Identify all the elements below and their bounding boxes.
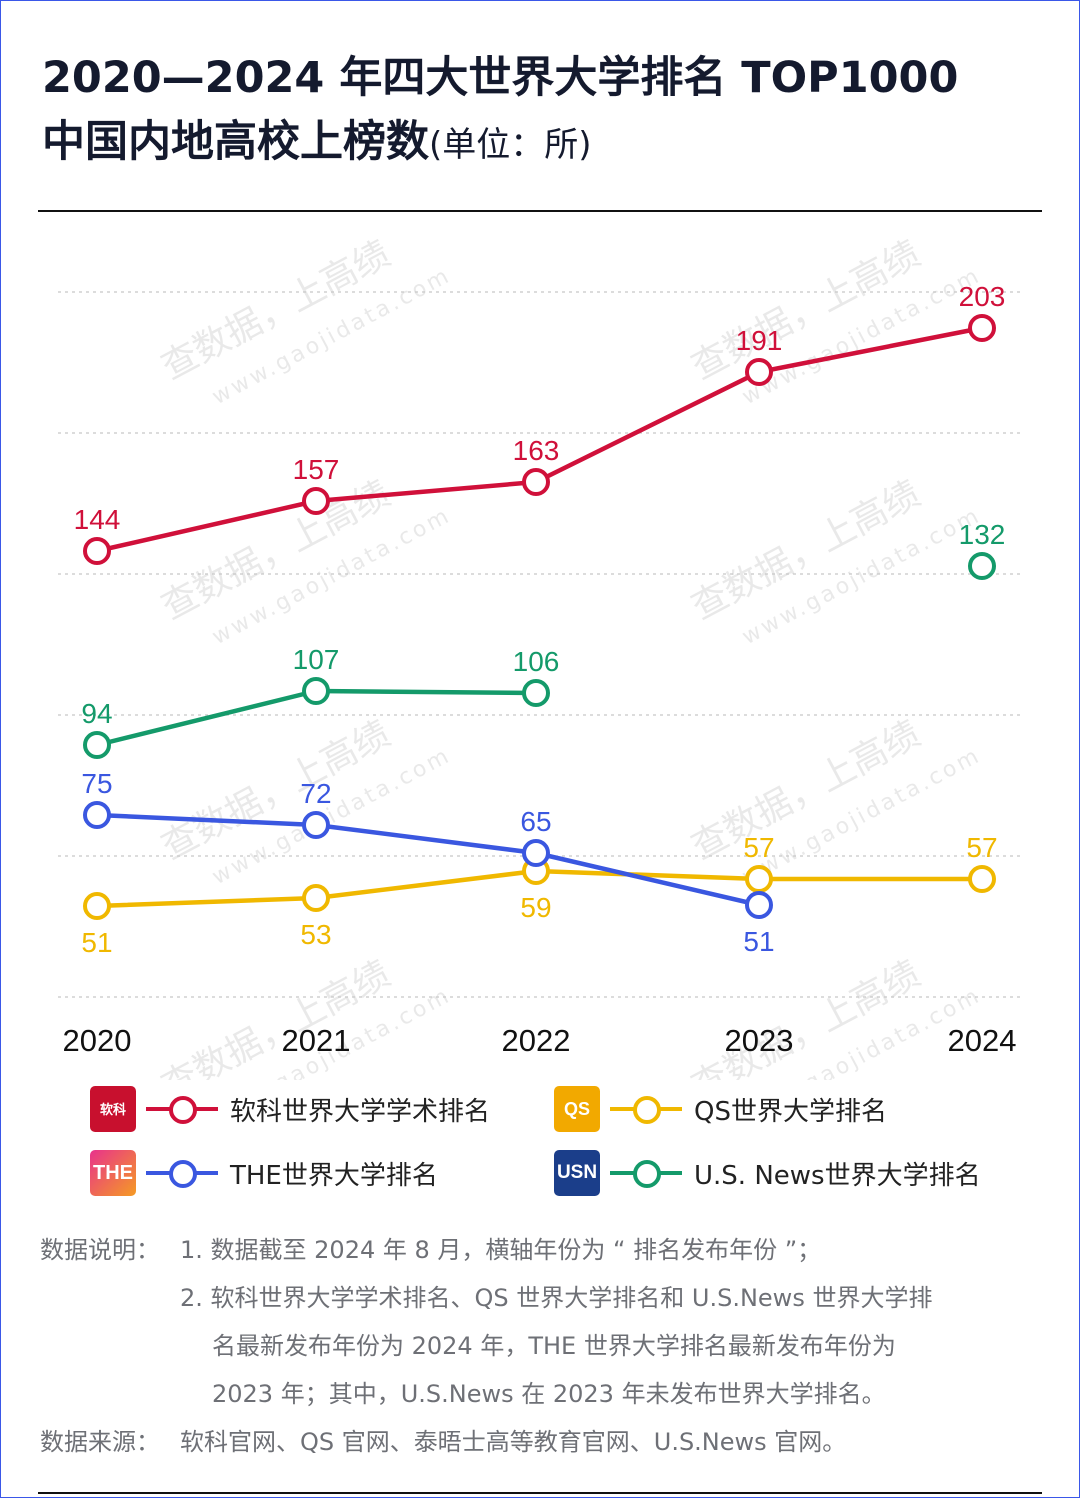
data-label: 57 [743,832,774,863]
x-tick-label: 2023 [725,1023,794,1058]
data-point [968,314,996,342]
ruanke-logo-icon: 软科 [90,1086,136,1132]
legend-label-qs: QS世界大学排名 [694,1096,887,1127]
x-tick-label: 2021 [282,1023,351,1058]
qs-logo-text: QS [563,1098,590,1119]
legend-item-the: THE THE世界大学排名 [90,1148,438,1198]
title-line-1: 2020—2024 年四大世界大学排名 TOP1000 [42,53,959,103]
data-label: 106 [513,646,560,677]
data-label: 107 [293,644,340,675]
note-item-2-line-3: 2023 年；其中，U.S.News 在 2023 年未发布世界大学排名。 [212,1380,886,1408]
data-point [522,839,550,867]
usn-logo-text: USN [556,1162,598,1183]
the-logo-text: THE [93,1161,133,1184]
legend-marker-the [146,1158,218,1188]
legend-marker-usn [610,1158,682,1188]
note-source-body: 软科官网、QS 官网、泰晤士高等教育官网、U.S.News 官网。 [180,1428,847,1456]
qs-logo-icon: QS [554,1086,600,1132]
series-line [96,812,760,908]
note-explanation-head: 数据说明： [40,1236,160,1264]
data-notes: 数据说明： 1. 数据截至 2024 年 8 月，横轴年份为 “ 排名发布年份 … [40,1226,1040,1466]
data-point [83,801,111,829]
data-label: 75 [81,768,112,799]
title-unit: (单位：所) [429,125,592,165]
note-source-head: 数据来源： [40,1428,160,1456]
chart-title: 2020—2024 年四大世界大学排名 TOP1000 中国内地高校上榜数(单位… [42,46,1042,177]
title-line-2: 中国内地高校上榜数(单位：所) [42,110,1042,177]
title-line-2-text: 中国内地高校上榜数 [42,117,429,167]
x-tick-label: 2022 [502,1023,571,1058]
note-explanation-body: 1. 数据截至 2024 年 8 月，横轴年份为 “ 排名发布年份 ”； 2. … [180,1226,1040,1418]
legend-item-qs: QS QS世界大学排名 [554,1084,887,1134]
the-logo-icon: THE [90,1150,136,1196]
note-source: 数据来源： 软科官网、QS 官网、泰晤士高等教育官网、U.S.News 官网。 [40,1418,1040,1466]
data-label: 144 [74,504,121,535]
legend-label-usn: U.S. News世界大学排名 [694,1160,981,1191]
note-explanation: 数据说明： 1. 数据截至 2024 年 8 月，横轴年份为 “ 排名发布年份 … [40,1226,1040,1418]
data-point [522,679,550,707]
data-point [968,865,996,893]
legend: 软科 软科世界大学学术排名 QS QS世界大学排名 THE THE世界大学排名 … [90,1084,1050,1204]
data-label: 157 [293,454,340,485]
legend-label-the: THE世界大学排名 [230,1160,438,1191]
note-item-2-line-2: 名最新发布年份为 2024 年，THE 世界大学排名最新发布年份为 [212,1332,896,1360]
data-point [302,884,330,912]
data-label: 65 [520,806,551,837]
data-point [302,487,330,515]
data-point [745,358,773,386]
data-label: 51 [81,927,112,958]
legend-marker-qs [610,1094,682,1124]
data-label: 72 [300,778,331,809]
legend-label-ruanke: 软科世界大学学术排名 [230,1096,491,1127]
watermark-text: 查数据，上高绩 [155,953,397,1080]
ruanke-logo-text: 软科 [99,1101,126,1117]
data-label: 191 [736,325,783,356]
usn-logo-icon: USN [554,1150,600,1196]
watermark-text: 查数据，上高绩 [685,953,927,1080]
data-point [522,468,550,496]
data-point [745,891,773,919]
data-label: 51 [743,926,774,957]
data-label: 59 [520,892,551,923]
legend-marker-ruanke [146,1094,218,1124]
title-divider [38,210,1042,212]
legend-item-ruanke: 软科 软科世界大学学术排名 [90,1084,490,1134]
data-label: 94 [81,698,112,729]
data-point [302,811,330,839]
data-point [83,731,111,759]
note-item-2-line-1: 2. 软科世界大学学术排名、QS 世界大学排名和 U.S.News 世界大学排 [180,1284,933,1312]
data-point [302,677,330,705]
x-tick-label: 2020 [63,1023,132,1058]
data-label: 163 [513,435,560,466]
data-point [968,552,996,580]
legend-item-usn: USN U.S. News世界大学排名 [554,1148,981,1198]
data-point [745,865,773,893]
note-item-1: 1. 数据截至 2024 年 8 月，横轴年份为 “ 排名发布年份 ”； [180,1236,822,1264]
data-point [83,892,111,920]
bottom-divider [38,1492,1042,1494]
x-tick-label: 2024 [948,1023,1017,1058]
data-label: 57 [966,832,997,863]
data-label: 53 [300,919,331,950]
data-point [83,537,111,565]
data-label: 132 [959,519,1006,550]
data-label: 203 [959,281,1006,312]
